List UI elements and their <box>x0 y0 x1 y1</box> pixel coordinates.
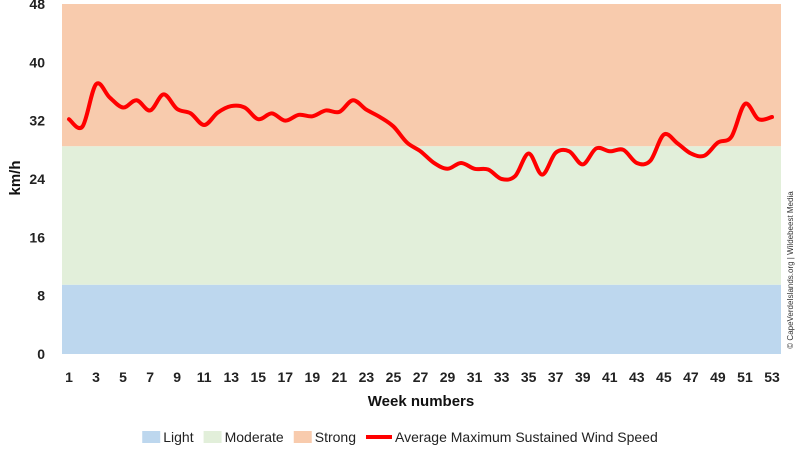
x-tick-label: 23 <box>359 369 375 385</box>
x-tick-label: 13 <box>223 369 239 385</box>
legend-label: Light <box>163 429 193 445</box>
x-tick-label: 45 <box>656 369 672 385</box>
x-axis-title: Week numbers <box>368 393 474 410</box>
x-tick-label: 41 <box>602 369 618 385</box>
band-light <box>62 284 781 354</box>
x-tick-label: 7 <box>146 369 154 385</box>
x-tick-label: 47 <box>683 369 699 385</box>
y-tick-label: 40 <box>29 54 45 70</box>
x-tick-label: 1 <box>65 369 73 385</box>
band-moderate <box>62 146 781 285</box>
x-tick-label: 53 <box>764 369 780 385</box>
x-tick-label: 31 <box>467 369 483 385</box>
x-tick-label: 35 <box>521 369 537 385</box>
x-axis-ticks: 1 3 5 7 9 11 13 15 17 19 21 23 25 27 29 31 33 35 37 39 41 43 4… <box>65 369 780 385</box>
legend-swatch <box>203 431 222 443</box>
y-tick-label: 0 <box>37 346 45 362</box>
x-tick-label: 19 <box>305 369 321 385</box>
x-tick-label: 25 <box>386 369 402 385</box>
background-bands <box>62 4 781 354</box>
series-layer <box>67 81 774 182</box>
legend-item-moderate: Moderate <box>203 429 284 445</box>
y-tick-label: 24 <box>29 171 45 187</box>
band-strong <box>62 4 781 147</box>
y-tick-label: 48 <box>29 0 45 12</box>
x-tick-label: 51 <box>737 369 753 385</box>
x-tick-label: 17 <box>278 369 294 385</box>
legend-swatch <box>293 431 312 443</box>
x-tick-label: 33 <box>494 369 510 385</box>
x-tick-label: 11 <box>197 369 212 385</box>
x-tick-label: 39 <box>575 369 591 385</box>
x-tick-label: 37 <box>548 369 564 385</box>
legend-label: Strong <box>315 429 356 445</box>
y-tick-label: 16 <box>29 229 45 245</box>
y-tick-label: 32 <box>29 113 45 129</box>
legend: Light Moderate Strong Average Maximum Susta… <box>142 429 658 445</box>
legend-item-average-maximum-sustained-wind-speed: Average Maximum Sustained Wind Speed <box>365 429 658 445</box>
y-axis-title: km/h <box>7 160 24 195</box>
legend-item-light: Light <box>142 429 194 445</box>
x-tick-label: 9 <box>173 369 181 385</box>
x-tick-label: 21 <box>332 369 348 385</box>
legend-item-strong: Strong <box>293 429 356 445</box>
y-tick-label: 8 <box>37 288 45 304</box>
x-tick-label: 49 <box>710 369 726 385</box>
x-tick-label: 5 <box>119 369 127 385</box>
legend-label: Moderate <box>225 429 284 445</box>
x-tick-label: 15 <box>250 369 266 385</box>
credit-text: © CapeVerdeIslands.org | Wildebeest Medi… <box>786 191 795 349</box>
series-line <box>67 81 774 182</box>
x-tick-label: 29 <box>440 369 456 385</box>
x-tick-label: 43 <box>629 369 645 385</box>
x-tick-label: 3 <box>92 369 100 385</box>
y-axis-ticks: 0 8 16 24 32 40 48 <box>29 0 45 362</box>
legend-swatch <box>142 431 161 443</box>
x-tick-label: 27 <box>413 369 429 385</box>
legend-label: Average Maximum Sustained Wind Speed <box>395 429 658 445</box>
